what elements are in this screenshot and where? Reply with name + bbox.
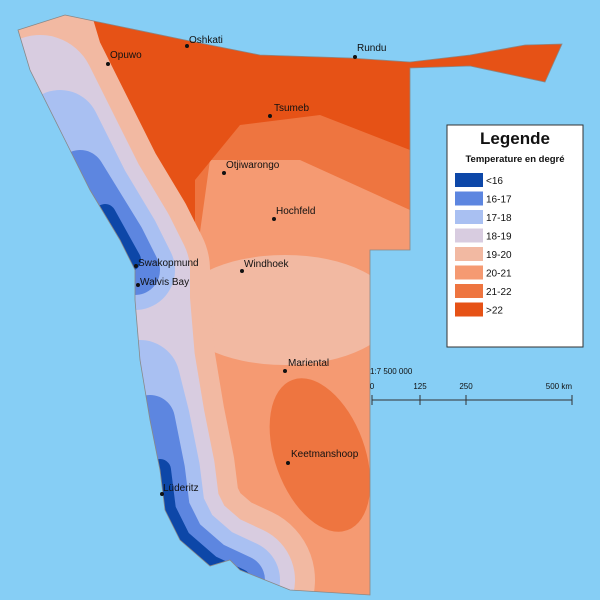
legend-items: <16 16-17 17-18 18-19 19-20 20-21 21-22 >22 (455, 173, 512, 317)
city-dot (160, 492, 164, 496)
scale-ticks: 0 125 250 500 km (370, 382, 573, 405)
legend: Legende Temperature en degré <16 16-17 17-… (446, 124, 584, 348)
city-label: Mariental (288, 358, 329, 369)
legend-title: Legende (480, 129, 550, 148)
city-dot (222, 171, 226, 175)
scale-label: 125 (413, 382, 427, 391)
city-dot (106, 62, 110, 66)
city-label: Lüderitz (163, 483, 199, 494)
legend-label: 18-19 (486, 232, 512, 243)
legend-swatch (455, 247, 483, 261)
city-label: Opuwo (110, 50, 142, 61)
cities: Oshkati Opuwo Rundu Tsumeb Otjiwarongo Hochfe… (106, 35, 386, 496)
legend-swatch (455, 265, 483, 280)
legend-label: 20-21 (486, 269, 512, 280)
legend-label: <16 (486, 176, 503, 187)
legend-swatch (455, 284, 483, 298)
city-label: Swakopmund (138, 258, 199, 269)
city-dot (240, 269, 244, 273)
zone (175, 255, 395, 365)
city-dot (136, 283, 140, 287)
scale-ratio: 1:7 500 000 (370, 367, 413, 376)
city-label: Tsumeb (274, 103, 309, 114)
legend-label: >22 (486, 306, 503, 317)
scale-label: 250 (459, 382, 473, 391)
city-dot (185, 44, 189, 48)
scale-label: 0 (370, 382, 375, 391)
legend-label: 16-17 (486, 195, 512, 206)
scale-label: 500 km (546, 382, 573, 391)
city-dot (286, 461, 290, 465)
legend-label: 19-20 (486, 250, 512, 261)
city-label: Hochfeld (276, 206, 315, 217)
city-dot (283, 369, 287, 373)
city-label: Keetmanshoop (291, 449, 359, 460)
scale-bar: 1:7 500 000 0 125 250 500 km (370, 367, 573, 405)
city-label: Otjiwarongo (226, 160, 280, 171)
city-label: Windhoek (244, 259, 289, 270)
city-dot (353, 55, 357, 59)
city-label: Oshkati (189, 35, 223, 46)
legend-label: 17-18 (486, 213, 512, 224)
zone (269, 378, 371, 532)
legend-label: 21-22 (486, 287, 512, 298)
city-dot (268, 114, 272, 118)
city-dot (272, 217, 276, 221)
legend-swatch (455, 210, 483, 224)
city-label: Rundu (357, 43, 386, 54)
legend-swatch (455, 191, 483, 206)
city-dot (134, 264, 138, 268)
legend-swatch (455, 302, 483, 317)
legend-subtitle: Temperature en degré (465, 154, 564, 165)
legend-swatch (455, 173, 483, 187)
legend-swatch (455, 228, 483, 243)
city-label: Walvis Bay (140, 277, 189, 288)
